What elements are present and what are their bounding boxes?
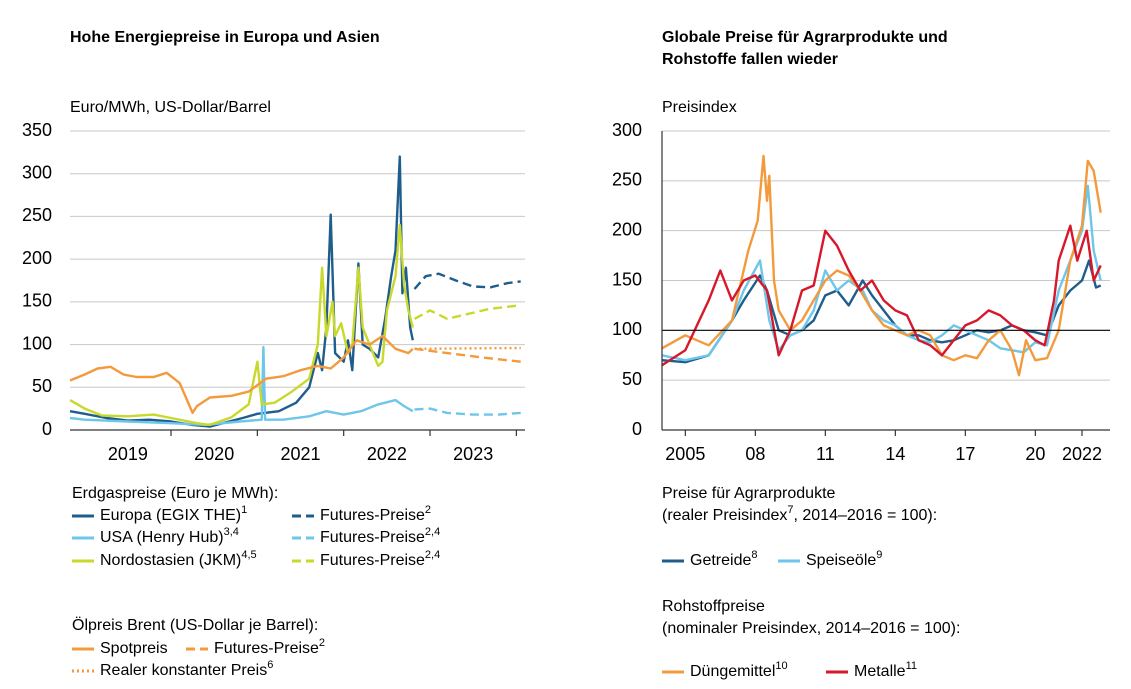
legend-label: USA (Henry Hub)3,4 [100,526,239,546]
x-tick-label: 2022 [1062,444,1102,464]
x-tick-label: 20 [1025,444,1045,464]
legend-label: Speiseöle9 [806,549,882,569]
x-tick-label: 2019 [108,444,148,464]
y-tick-label: 200 [612,219,642,239]
y-tick-label: 100 [612,319,642,339]
x-tick-label: 2005 [665,444,705,464]
series-line [413,304,521,321]
legend-label: Düngemittel10 [690,660,788,680]
legend-label: Nordostasien (JKM)4,5 [100,549,257,569]
plot [661,154,1102,377]
legend: Düngemittel10 Metalle11 [662,660,917,680]
legend-title: Ölpreis Brent (US-Dollar je Barrel): [72,616,318,634]
legend-label: Getreide8 [690,549,758,569]
x-tick-label: 08 [745,444,765,464]
legend-label: Futures-Preise2,4 [320,549,440,569]
legend: Europa (EGIX THE)1 Futures-Preise2 USA (… [72,504,440,569]
legend-label: Realer konstanter Preis6 [100,659,273,679]
x-tick-label: 2021 [280,444,320,464]
y-tick-label: 0 [632,419,642,439]
x-tick-label: 14 [885,444,905,464]
x-tick-label: 2022 [367,444,407,464]
y-tick-label: 300 [22,162,52,182]
y-tick-label: 200 [22,248,52,268]
y-tick-label: 150 [612,269,642,289]
legend-title: (nominaler Preisindex, 2014–2016 = 100): [662,620,960,637]
y-axis-label: Euro/MWh, US-Dollar/Barrel [70,99,271,116]
y-tick-label: 300 [612,120,642,140]
legend-title: (realer Preisindex7, 2014–2016 = 100): [662,504,937,524]
series-line [414,347,521,363]
series-line [69,334,414,415]
legend-label: Europa (EGIX THE)1 [100,504,247,524]
series-line [661,259,1102,364]
legend-label: Futures-Preise2 [214,637,325,657]
x-tick-label: 2020 [194,444,234,464]
series-line [413,272,521,290]
plot [69,155,521,428]
series-line [69,223,414,427]
y-tick-label: 250 [22,205,52,225]
x-tick-label: 17 [955,444,975,464]
legend: Spotpreis Futures-Preise2 Realer konstan… [72,637,325,679]
series-line [661,224,1102,367]
y-tick-label: 350 [22,120,52,140]
y-tick-label: 100 [22,333,52,353]
series-line [414,407,521,416]
x-tick-label: 2023 [453,444,493,464]
series-line [69,345,414,427]
legend-title: Preise für Agrarprodukte [662,485,836,502]
y-tick-label: 0 [42,419,52,439]
y-tick-label: 50 [622,369,642,389]
series-line [414,346,521,350]
y-tick-label: 250 [612,170,642,190]
legend-title: Erdgaspreise (Euro je MWh): [72,485,278,502]
legend: Getreide8 Speiseöle9 [662,549,882,569]
y-axis-label: Preisindex [662,99,737,116]
legend-title: Rohstoffpreise [662,598,765,615]
chart-title: Hohe Energiepreise in Europa und Asien [70,29,380,46]
y-tick-label: 50 [32,376,52,396]
legend-label: Futures-Preise2,4 [320,526,440,546]
legend-label: Spotpreis [100,640,168,657]
legend-label: Futures-Preise2 [320,504,431,524]
legend-label: Metalle11 [854,660,917,680]
series-line [69,155,414,428]
y-tick-label: 150 [22,291,52,311]
chart-title: Globale Preise für Agrarprodukte und [662,29,948,46]
x-tick-label: 11 [816,444,835,464]
chart-title: Rohstoffe fallen wieder [662,51,838,68]
series-line [661,184,1102,362]
